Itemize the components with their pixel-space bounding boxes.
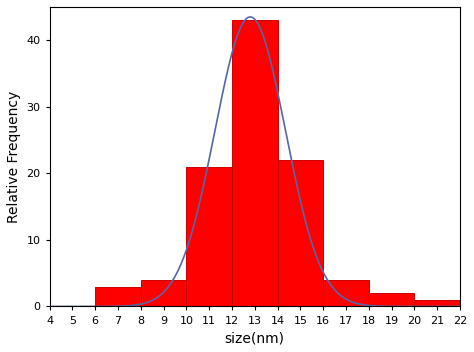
X-axis label: size(nm): size(nm) xyxy=(225,331,285,345)
Bar xyxy=(414,300,460,307)
Bar xyxy=(278,160,323,307)
Bar xyxy=(323,280,369,307)
Bar xyxy=(232,20,278,307)
Bar xyxy=(95,287,141,307)
Y-axis label: Relative Frequency: Relative Frequency xyxy=(7,90,21,223)
Bar xyxy=(141,280,186,307)
Bar xyxy=(369,293,414,307)
Bar xyxy=(186,167,232,307)
